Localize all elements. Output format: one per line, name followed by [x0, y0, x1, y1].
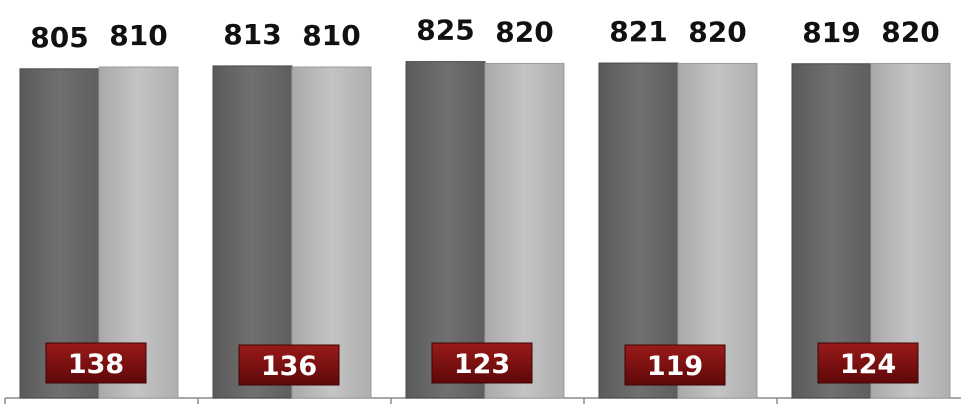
badge-label-5: 124 [840, 349, 896, 380]
value-label-series1-3: 825 [416, 14, 474, 47]
value-label-series2-1: 810 [109, 19, 167, 52]
bar-series1-3 [405, 61, 486, 399]
bar-series2-5 [870, 62, 951, 399]
badge-label-1: 138 [68, 349, 124, 380]
badge-4 [624, 344, 726, 386]
badge-label-2: 136 [261, 351, 317, 382]
bar-series1-5 [791, 63, 872, 399]
value-label-series1-4: 821 [609, 15, 667, 48]
badge-5 [817, 342, 919, 384]
badge-3 [431, 342, 533, 384]
value-label-series1-2: 813 [223, 18, 281, 51]
bar-series2-4 [677, 62, 758, 399]
value-label-series1-5: 819 [802, 16, 860, 49]
value-labels-layer: 805 810 813 810 825 820 821 820 819 820 [30, 14, 939, 54]
badge-2 [238, 344, 340, 386]
badge-label-4: 119 [647, 351, 703, 382]
value-label-series2-4: 820 [688, 15, 746, 48]
value-label-series1-1: 805 [30, 21, 88, 54]
badge-1 [45, 342, 147, 384]
x-axis [4, 397, 961, 404]
value-label-series2-3: 820 [495, 15, 553, 48]
bar-series2-3 [484, 62, 565, 399]
bar-series1-4 [598, 62, 679, 399]
badge-label-3: 123 [454, 349, 510, 380]
bar-series2-2 [291, 66, 372, 399]
badges-layer: 138 136 123 119 124 [45, 342, 919, 386]
value-label-series2-5: 820 [881, 15, 939, 48]
bar-series1-2 [212, 65, 293, 399]
value-label-series2-2: 810 [302, 19, 360, 52]
